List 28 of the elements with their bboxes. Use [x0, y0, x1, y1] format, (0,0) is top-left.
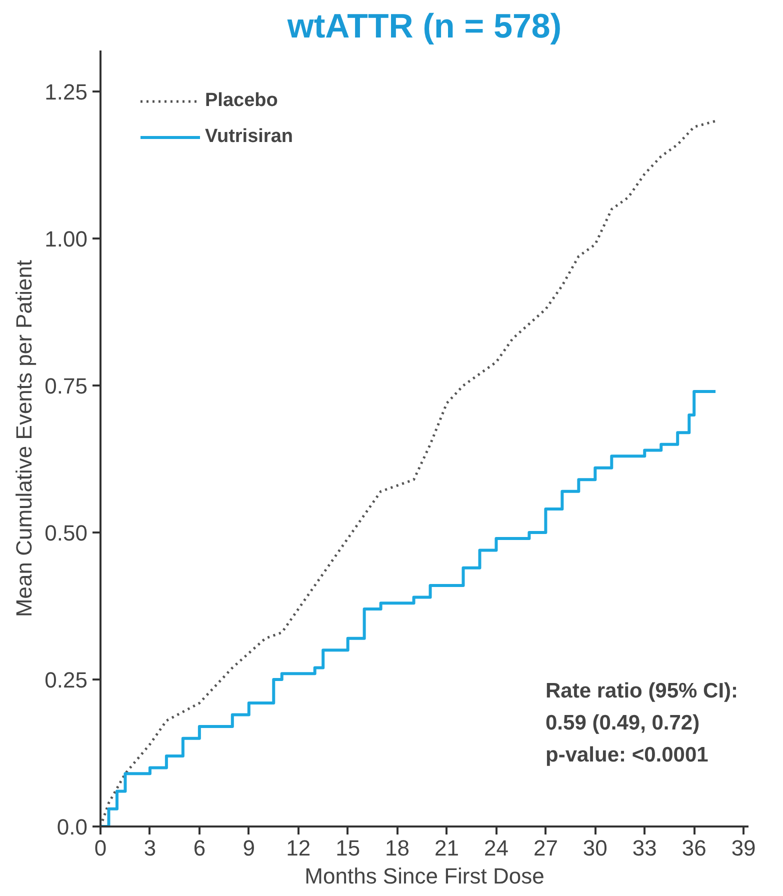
x-tick-label: 39 [731, 836, 756, 860]
x-tick-label: 27 [533, 836, 558, 860]
x-tick-label: 30 [582, 836, 608, 860]
annotation: p-value: <0.0001 [546, 744, 709, 766]
x-tick-label: 21 [434, 836, 460, 860]
x-tick-label: 24 [484, 836, 508, 860]
y-tick-label: 0.0 [56, 814, 88, 840]
legend-label: Vutrisiran [205, 126, 293, 148]
x-tick-label: 36 [682, 836, 706, 860]
y-axis-title: Mean Cumulative Events per Patient [12, 260, 37, 618]
annotation: Rate ratio (95% CI): [546, 680, 738, 702]
y-tick-label: 0.75 [44, 374, 88, 399]
x-tick-label: 15 [336, 836, 360, 860]
x-tick-label: 33 [632, 836, 657, 860]
x-tick-label: 0 [94, 836, 107, 860]
legend-label: Placebo [205, 90, 278, 112]
y-tick-label: 1.25 [44, 80, 88, 105]
x-axis-title: Months Since First Dose [304, 864, 544, 888]
y-tick-label: 1.00 [44, 226, 88, 252]
x-tick-label: 18 [385, 836, 410, 860]
x-tick-label: 6 [193, 836, 206, 860]
annotation: 0.59 (0.49, 0.72) [546, 712, 700, 734]
y-tick-label: 0.50 [44, 520, 88, 546]
y-tick-label: 0.25 [44, 668, 88, 693]
x-tick-label: 12 [286, 836, 311, 860]
chart-title: wtATTR (n = 578) [286, 8, 562, 46]
x-tick-label: 9 [242, 836, 256, 860]
x-tick-label: 3 [144, 836, 156, 860]
